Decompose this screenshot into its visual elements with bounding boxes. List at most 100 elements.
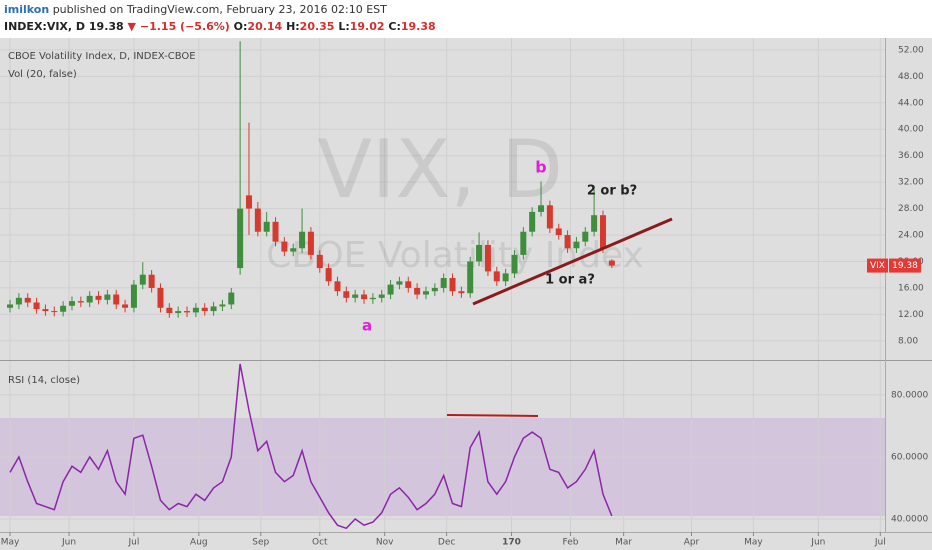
candle-body (520, 231, 527, 255)
ohlc-label: H: (286, 20, 300, 33)
candle-body (582, 231, 589, 242)
ohlc-value: 20.14 (247, 20, 282, 33)
change-arrow: ▼ (128, 20, 137, 33)
legend-rsi: RSI (14, close) (8, 375, 80, 386)
y-tick-label: 52.00 (898, 45, 924, 55)
candle-body (15, 297, 22, 305)
ohlc-label: O: (234, 20, 248, 33)
candle-body (130, 284, 137, 308)
candle-body (157, 287, 164, 308)
x-tick-label: 170 (502, 538, 521, 548)
price-tag-symbol: VIX (870, 261, 885, 271)
candle-body (192, 307, 199, 313)
y-tick-label: 40.0000 (891, 514, 928, 524)
ohlc-value: 20.35 (300, 20, 335, 33)
candle-body (24, 297, 31, 303)
price-tag-box (889, 258, 921, 273)
grid (0, 38, 885, 532)
author[interactable]: imilkon (4, 3, 49, 16)
x-tick-label: Jun (810, 538, 825, 548)
x-tick-label: Feb (563, 538, 579, 548)
candle-body (219, 304, 226, 307)
candle-body (361, 294, 368, 300)
candle-body (307, 231, 314, 255)
candle-body (369, 297, 376, 300)
change: −1.15 (−5.6%) (140, 20, 230, 33)
rsi-trendline (446, 414, 539, 417)
ohlc-label: C: (388, 20, 400, 33)
rsi-line (9, 363, 613, 530)
symbol: INDEX:VIX, D (4, 20, 85, 33)
candle-body (476, 244, 483, 262)
candle-body (608, 260, 615, 266)
candle-body (113, 294, 120, 305)
candle-body (467, 261, 474, 294)
candle-body (33, 302, 40, 310)
price-tag-box (867, 258, 888, 273)
last-price: 19.38 (89, 20, 124, 33)
x-tick-label: May (744, 538, 763, 548)
candle-body (68, 301, 75, 306)
x-tick-label: Jul (128, 538, 140, 548)
candle-body (449, 278, 456, 292)
x-tick-label: Jul (874, 538, 886, 548)
y-tick-label: 48.00 (898, 72, 924, 82)
annotation: 1 or a? (545, 273, 595, 288)
candle-body (201, 307, 208, 312)
candle-body (502, 273, 509, 282)
ohlc-value: 19.38 (401, 20, 436, 33)
candle-body (396, 281, 403, 285)
candle-body (422, 291, 429, 295)
legend-title: CBOE Volatility Index, D, INDEX-CBOE (8, 51, 196, 62)
candle-body (458, 291, 465, 294)
candle-body (343, 291, 350, 298)
candle-body (148, 274, 155, 288)
candle-body (564, 235, 571, 249)
candle-body (316, 254, 323, 269)
published: published on TradingView.com, February 2… (53, 3, 387, 16)
x-tick-label: May (1, 538, 20, 548)
candle-body (104, 294, 111, 300)
y-tick-label: 60.0000 (891, 452, 928, 462)
candle-body (228, 292, 235, 305)
candle-body (325, 268, 332, 282)
candle-body (599, 215, 606, 249)
x-tick-label: Dec (438, 538, 455, 548)
candle-body (405, 281, 412, 288)
y-tick-label: 40.00 (898, 125, 924, 135)
candle-body (431, 287, 438, 292)
candle-body (60, 305, 67, 312)
candle-body (175, 311, 182, 314)
candle-body (538, 205, 545, 212)
trendline (472, 217, 673, 306)
candle-body (7, 304, 14, 308)
annotation: b (535, 158, 546, 177)
candle-body (86, 295, 93, 303)
candle-body (290, 248, 297, 252)
x-tick-label: Mar (615, 538, 632, 548)
ohlc-value: 19.02 (350, 20, 385, 33)
candle-body (272, 221, 279, 242)
candle-body (51, 311, 58, 313)
candle-body (546, 205, 553, 229)
candle-body (42, 309, 49, 312)
y-tick-label: 12.00 (898, 310, 924, 320)
y-tick-label: 80.0000 (891, 390, 928, 400)
candle-body (414, 287, 421, 295)
candle-body (352, 294, 359, 298)
candle-body (281, 241, 288, 252)
ohlc-label: L: (338, 20, 349, 33)
candle-body (122, 304, 129, 308)
y-tick-label: 8.00 (898, 336, 918, 346)
symbol-line: INDEX:VIX, D 19.38 ▼ −1.15 (−5.6%) O:20.… (4, 20, 436, 33)
candle-body (299, 231, 306, 249)
y-tick-label: 28.00 (898, 204, 924, 214)
candle-body (77, 301, 84, 303)
candle-body (378, 294, 385, 298)
y-tick-label: 24.00 (898, 231, 924, 241)
price-tag-value: 19.38 (892, 261, 918, 271)
rsi-band (0, 418, 885, 516)
annotation: 2 or b? (587, 184, 637, 199)
candle-body (573, 241, 580, 249)
